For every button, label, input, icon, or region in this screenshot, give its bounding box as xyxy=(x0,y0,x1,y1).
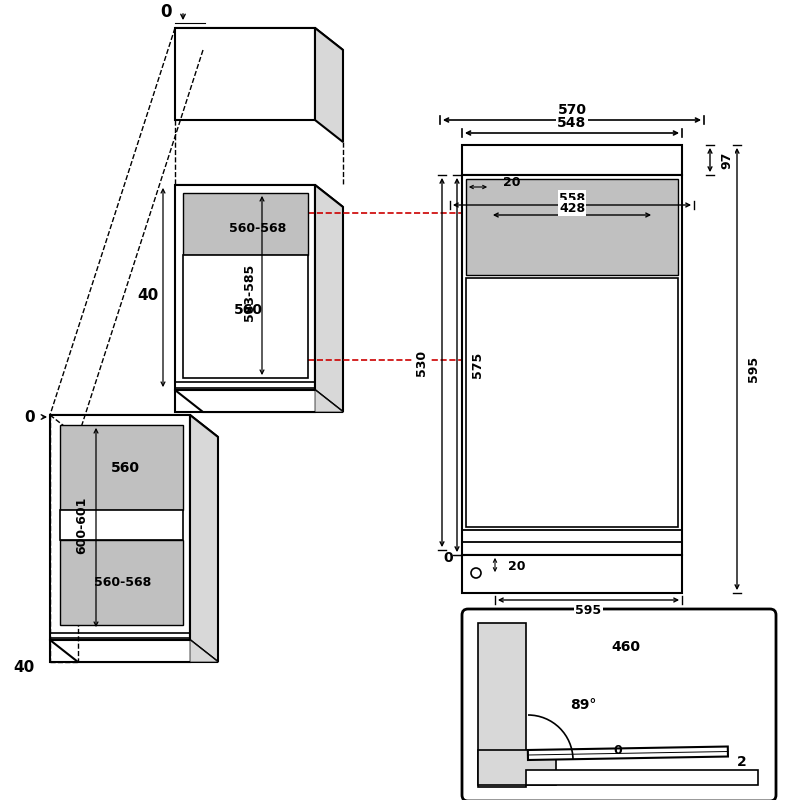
Polygon shape xyxy=(190,640,218,662)
Polygon shape xyxy=(60,540,183,625)
Text: 89°: 89° xyxy=(570,698,596,712)
Text: 428: 428 xyxy=(559,202,585,214)
Polygon shape xyxy=(462,145,682,175)
Text: 530: 530 xyxy=(415,350,429,375)
Polygon shape xyxy=(466,179,678,275)
Polygon shape xyxy=(462,555,682,593)
Text: 583-585: 583-585 xyxy=(243,263,257,321)
Text: 20: 20 xyxy=(503,177,521,190)
Polygon shape xyxy=(478,750,556,785)
Text: 460: 460 xyxy=(611,640,640,654)
Polygon shape xyxy=(50,640,190,662)
Polygon shape xyxy=(175,185,343,207)
Polygon shape xyxy=(175,390,343,412)
Polygon shape xyxy=(183,193,308,255)
Polygon shape xyxy=(528,746,728,760)
Polygon shape xyxy=(50,415,190,640)
Text: 560: 560 xyxy=(234,303,262,317)
Text: 0: 0 xyxy=(443,551,453,565)
Polygon shape xyxy=(478,623,526,787)
Polygon shape xyxy=(183,255,308,378)
Text: 40: 40 xyxy=(14,661,35,675)
Text: 600-601: 600-601 xyxy=(75,496,89,554)
Polygon shape xyxy=(175,28,343,50)
Text: 2: 2 xyxy=(737,755,747,769)
Polygon shape xyxy=(175,185,315,390)
Text: 97: 97 xyxy=(721,151,734,169)
Polygon shape xyxy=(315,28,343,142)
FancyBboxPatch shape xyxy=(462,609,776,800)
Polygon shape xyxy=(315,185,343,412)
Text: 575: 575 xyxy=(470,352,483,378)
Polygon shape xyxy=(60,510,183,540)
Polygon shape xyxy=(190,415,218,662)
Text: 558: 558 xyxy=(559,191,585,205)
Polygon shape xyxy=(526,770,758,785)
Text: 0: 0 xyxy=(614,743,622,757)
Polygon shape xyxy=(50,415,218,437)
Text: 560-568: 560-568 xyxy=(230,222,286,234)
Text: 0: 0 xyxy=(161,3,172,21)
Polygon shape xyxy=(50,640,218,662)
Text: 595: 595 xyxy=(747,356,761,382)
Text: 560: 560 xyxy=(110,461,139,475)
Text: 570: 570 xyxy=(558,103,586,117)
Polygon shape xyxy=(175,28,315,120)
Text: 548: 548 xyxy=(558,116,586,130)
Text: 40: 40 xyxy=(138,287,158,302)
Text: 560-568: 560-568 xyxy=(94,577,152,590)
Polygon shape xyxy=(175,390,315,412)
Text: 0: 0 xyxy=(24,410,35,425)
Polygon shape xyxy=(462,175,682,555)
Polygon shape xyxy=(466,278,678,527)
Text: 20: 20 xyxy=(508,561,526,574)
Text: 595: 595 xyxy=(575,603,602,617)
Polygon shape xyxy=(60,425,183,510)
Polygon shape xyxy=(315,390,343,412)
